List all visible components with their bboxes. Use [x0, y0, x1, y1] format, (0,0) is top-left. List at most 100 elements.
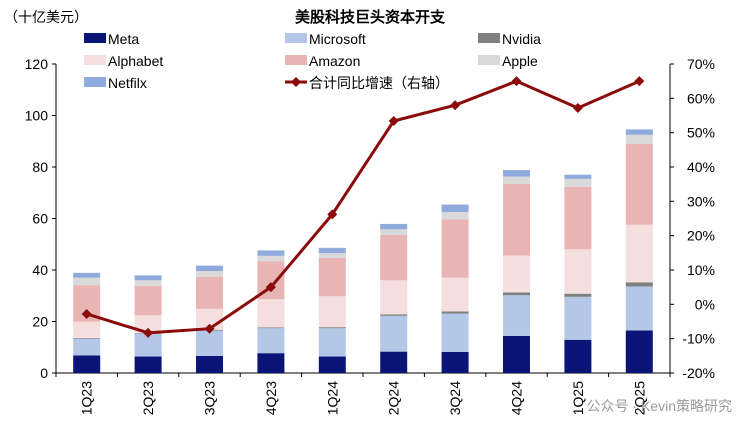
bar-segment-apple — [380, 229, 408, 235]
y-right-tick-label: 40% — [687, 159, 715, 175]
bar-segment-meta — [196, 356, 223, 373]
bar-segment-meta — [318, 356, 346, 373]
legend: Meta Microsoft Nvidia Alphabet Amazon Apple Ne… — [84, 31, 541, 91]
x-tick-label: 2Q24 — [386, 381, 402, 415]
y-left-tick-label: 80 — [32, 159, 48, 175]
x-tick-label: 3Q23 — [202, 381, 218, 415]
bar-segment-microsoft — [318, 328, 346, 357]
legend-marker-growth — [291, 77, 301, 87]
legend-label-nvidia: Nvidia — [502, 31, 541, 47]
bar-segment-amazon — [441, 219, 469, 278]
bar-segment-meta — [441, 351, 469, 373]
growth-line-point — [450, 100, 461, 111]
bar-segment-alphabet — [73, 321, 101, 338]
bar-segment-apple — [318, 253, 346, 258]
y-right-tick-label: 20% — [687, 228, 715, 244]
bar-segment-amazon — [318, 257, 346, 297]
growth-line-point — [265, 282, 276, 293]
bar-segment-apple — [73, 277, 101, 286]
legend-swatch-amazon — [285, 55, 307, 65]
bar-segment-alphabet — [564, 249, 592, 294]
bar-segment-netfilx — [73, 272, 101, 278]
bars — [73, 129, 653, 373]
bar-segment-netfilx — [503, 170, 530, 177]
bar-segment-meta — [380, 351, 408, 373]
chart-title: 美股科技巨头资本开支 — [295, 8, 446, 26]
bar-segment-nvidia — [380, 314, 408, 316]
bar-segment-microsoft — [441, 313, 469, 352]
legend-swatch-alphabet — [84, 55, 106, 65]
bar-segment-apple — [503, 176, 530, 184]
bar-segment-amazon — [625, 143, 653, 225]
bar-segment-netfilx — [441, 204, 469, 213]
bar-segment-meta — [73, 355, 101, 373]
bar-segment-alphabet — [503, 255, 530, 293]
bar-segment-nvidia — [73, 337, 101, 339]
x-tick-label: 1Q23 — [79, 381, 95, 415]
unit-label: （十亿美元） — [4, 9, 88, 25]
bar-segment-alphabet — [257, 299, 285, 328]
growth-line-point — [327, 209, 338, 220]
growth-line-point — [143, 327, 154, 338]
y-left-tick-label: 0 — [40, 365, 48, 381]
watermark: 公众号 · Kevin策略研究 — [587, 398, 732, 414]
legend-label-growth: 合计同比增速（右轴） — [309, 75, 449, 91]
y-right-tick-label: 70% — [687, 56, 715, 72]
y-left-tick-label: 40 — [32, 262, 48, 278]
growth-line-point — [511, 76, 522, 87]
bar-segment-nvidia — [318, 327, 346, 329]
bar-segment-amazon — [196, 276, 223, 309]
y-left-tick-label: 120 — [25, 56, 49, 72]
bar-segment-apple — [625, 134, 653, 144]
x-tick-label: 4Q23 — [263, 381, 279, 415]
bar-segment-microsoft — [73, 338, 101, 356]
bar-segment-microsoft — [564, 296, 592, 340]
x-tick-label: 1Q25 — [570, 381, 586, 415]
bar-segment-meta — [564, 339, 592, 373]
legend-label-netfilx: Netfilx — [108, 75, 147, 91]
y-right-tick-label: -20% — [682, 365, 715, 381]
bar-segment-alphabet — [441, 277, 469, 312]
bar-segment-microsoft — [503, 295, 530, 336]
growth-line-point — [204, 323, 215, 334]
bar-segment-apple — [441, 212, 469, 220]
legend-swatch-netfilx — [84, 77, 106, 87]
bar-segment-amazon — [564, 186, 592, 250]
bar-segment-microsoft — [257, 328, 285, 354]
y-right-tick-label: 0% — [695, 296, 715, 312]
bar-segment-netfilx — [564, 174, 592, 179]
legend-swatch-microsoft — [285, 33, 307, 43]
y-right-tick-label: -10% — [682, 331, 715, 347]
bar-segment-netfilx — [196, 265, 223, 272]
bar-segment-amazon — [380, 234, 408, 281]
legend-label-microsoft: Microsoft — [309, 31, 366, 47]
legend-label-meta: Meta — [108, 31, 139, 47]
bar-segment-apple — [257, 255, 285, 262]
bar-segment-meta — [257, 353, 285, 373]
growth-line-point — [634, 76, 645, 87]
legend-swatch-apple — [478, 55, 500, 65]
bar-segment-nvidia — [441, 311, 469, 314]
bar-segment-netfilx — [625, 129, 653, 135]
bar-segment-apple — [196, 271, 223, 277]
y-right-tick-label: 10% — [687, 262, 715, 278]
y-left-tick-label: 100 — [25, 108, 49, 124]
y-right-tick-label: 30% — [687, 193, 715, 209]
bar-segment-meta — [625, 330, 653, 373]
x-tick-label: 1Q24 — [324, 381, 340, 415]
y-right-tick-label: 60% — [687, 90, 715, 106]
bar-segment-nvidia — [503, 292, 530, 296]
bar-segment-meta — [134, 356, 162, 373]
bar-segment-nvidia — [257, 327, 285, 329]
bar-segment-nvidia — [625, 282, 653, 287]
bar-segment-microsoft — [380, 315, 408, 352]
y-left-tick-label: 60 — [32, 211, 48, 227]
axes: 0 20 40 60 80 100 120 -20% -10% 0% 10% 20% 30% 40% 50%… — [25, 56, 715, 415]
growth-line-point — [388, 115, 399, 126]
x-tick-label: 4Q24 — [509, 381, 525, 415]
bar-segment-netfilx — [134, 275, 162, 281]
x-tick-label: 2Q25 — [631, 381, 647, 415]
growth-line-path — [86, 79, 640, 335]
y-left-tick-label: 20 — [32, 314, 48, 330]
